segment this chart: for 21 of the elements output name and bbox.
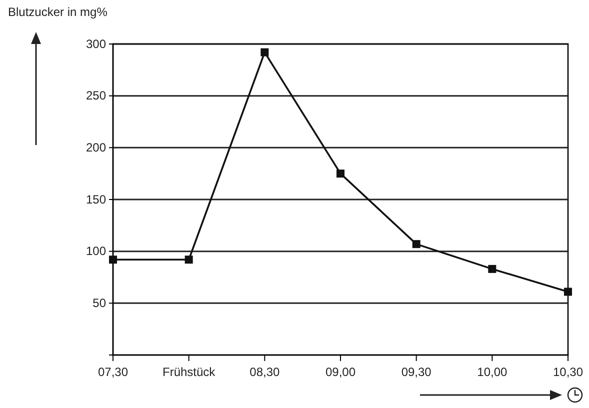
y-tick-label: 50 [92, 296, 106, 310]
y-tick-label: 300 [86, 36, 106, 51]
x-tick-label: 08,30 [250, 365, 280, 379]
x-tick-label: 09,00 [325, 365, 356, 379]
y-tick-label: 150 [86, 192, 106, 206]
x-tick-label: 09,30 [401, 365, 432, 379]
x-tick-label: 10,00 [477, 365, 508, 379]
point [488, 264, 496, 273]
point [184, 256, 193, 264]
y-tick-label: 250 [86, 88, 106, 103]
y-axis-title: Blutzucker in mg% [8, 5, 108, 19]
y-tick-label: 200 [86, 140, 106, 155]
x-tick-label: Frühstück [162, 365, 216, 379]
point [336, 170, 344, 178]
point [109, 256, 117, 264]
x-tick-label: 10,30 [552, 365, 584, 379]
point [564, 288, 572, 296]
y-tick-label: 100 [86, 244, 106, 258]
point [412, 240, 420, 248]
x-tick-label: 07,30 [98, 365, 128, 379]
point [260, 48, 269, 56]
